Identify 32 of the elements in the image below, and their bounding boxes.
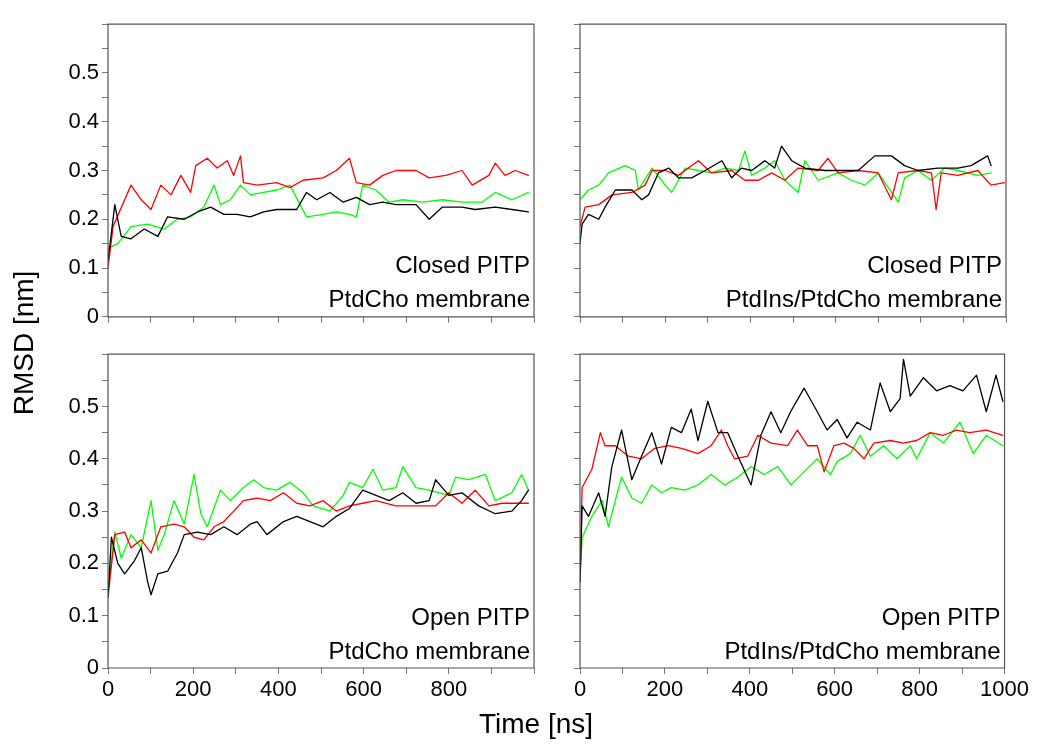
y-tick-label: 0.2: [68, 205, 99, 231]
y-tick-label: 0.3: [68, 497, 99, 523]
x-tick-label: 200: [646, 676, 684, 702]
x-tick-label: 600: [816, 676, 854, 702]
annotation: PtdCho membrane: [328, 285, 530, 313]
y-tick-label: 0.1: [68, 601, 99, 627]
y-tick-label: 0.5: [68, 59, 99, 85]
y-tick-label: 0: [86, 302, 99, 328]
x-tick-label: 400: [260, 676, 297, 702]
y-tick-label: 0.5: [68, 392, 99, 418]
y-axis-title: RMSD [nm]: [8, 270, 40, 416]
annotation: Open PITP: [411, 602, 530, 630]
x-tick-label: 800: [430, 676, 468, 702]
annotation: Closed PITP: [867, 251, 1002, 279]
annotation: PtdIns/PtdCho membrane: [724, 636, 1001, 664]
y-tick-label: 0.4: [68, 444, 99, 470]
x-tick-label: 400: [731, 676, 769, 702]
y-tick-label: 0.2: [68, 549, 99, 575]
y-tick-label: 0.4: [68, 107, 99, 133]
annotation: Closed PITP: [395, 251, 530, 279]
x-tick-label: 1000: [980, 676, 1030, 702]
x-tick-label: 800: [901, 676, 938, 702]
y-tick-label: 0: [86, 654, 99, 680]
x-tick-label: 0: [573, 676, 587, 702]
x-axis-title: Time [ns]: [477, 708, 595, 740]
annotation: Open PITP: [881, 602, 1001, 630]
annotation: PtdCho membrane: [328, 636, 530, 664]
annotation: PtdIns/PtdCho membrane: [725, 285, 1002, 313]
y-tick-label: 0.1: [68, 254, 99, 280]
y-tick-label: 0.3: [68, 156, 99, 182]
x-tick-label: 200: [174, 676, 212, 702]
x-tick-label: 600: [345, 676, 382, 702]
